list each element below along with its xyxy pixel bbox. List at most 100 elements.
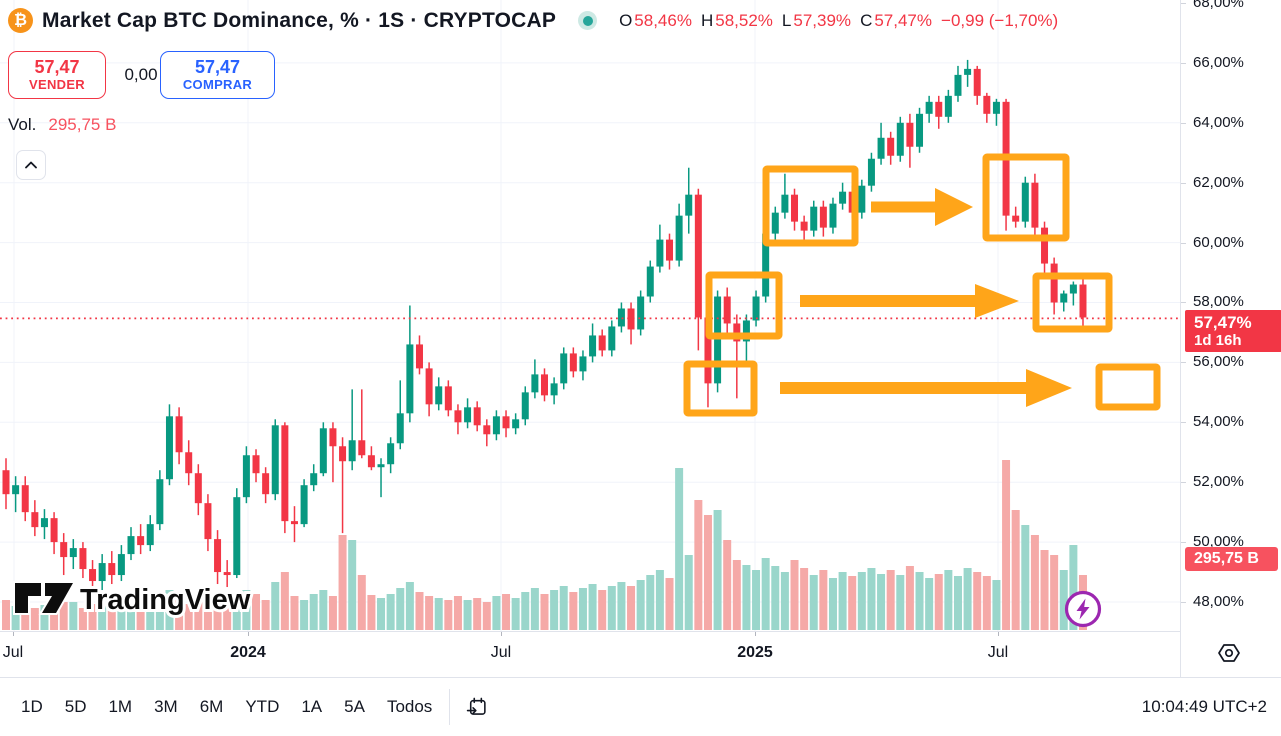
volume-bar	[175, 598, 184, 630]
volume-bar	[30, 608, 39, 630]
candle-body	[396, 413, 404, 444]
countdown-value: 1d 16h	[1194, 332, 1242, 350]
volume-bar	[559, 586, 568, 630]
volume-bar	[578, 588, 587, 630]
clock-display[interactable]: 10:04:49 UTC+2	[1141, 697, 1267, 716]
candle-body	[415, 344, 423, 369]
candle-body	[464, 407, 472, 423]
toolbar-divider	[449, 689, 451, 725]
range-button-5d[interactable]: 5D	[54, 691, 98, 723]
axis-settings-icon[interactable]	[1216, 640, 1242, 666]
range-button-todos[interactable]: Todos	[376, 691, 443, 723]
buy-button[interactable]: 57,47 COMPRAR	[160, 51, 275, 99]
range-button-6m[interactable]: 6M	[189, 691, 235, 723]
candle-body	[454, 410, 462, 423]
range-button-1d[interactable]: 1D	[10, 691, 54, 723]
volume-bar	[290, 596, 299, 630]
volume-bar	[213, 594, 222, 630]
candlestick-chart[interactable]	[0, 0, 1180, 631]
ohlc-values: O 58,46% H 58,52% L 57,39% C 57,47% −0,99 (−…	[619, 11, 1058, 31]
candle-body	[925, 101, 933, 114]
price-axis-tick	[1181, 243, 1186, 244]
annotation-box-6[interactable]	[1095, 363, 1161, 411]
flash-boost-icon[interactable]	[1063, 589, 1103, 634]
candle-body	[896, 122, 904, 156]
annotation-box-3[interactable]	[705, 271, 783, 340]
candle-body	[877, 137, 885, 159]
sell-button[interactable]: 57,47 VENDER	[8, 51, 106, 99]
candle-body	[906, 122, 914, 147]
collapse-panel-button[interactable]	[16, 150, 46, 180]
date-range-buttons: 1D 5D 1M 3M 6M YTD 1A 5A Todos	[10, 691, 443, 723]
range-button-5a[interactable]: 5A	[333, 691, 376, 723]
calendar-icon	[467, 697, 486, 715]
annotation-box-2[interactable]	[982, 153, 1070, 242]
candle-body	[223, 572, 231, 576]
candle-body	[733, 323, 741, 342]
range-button-3m[interactable]: 3M	[143, 691, 189, 723]
market-status-icon[interactable]	[578, 11, 598, 30]
tradingview-logo[interactable]: TradingView	[12, 576, 282, 625]
volume-bar	[473, 598, 482, 630]
price-axis[interactable]: 68,00% 66,00% 64,00% 62,00% 60,00% 58,00% 56,0…	[1180, 0, 1281, 677]
candle-body	[771, 212, 779, 234]
symbol-title-row[interactable]: ₿ Market Cap BTC Dominance, % · 1S · CRY…	[8, 8, 1058, 33]
candle-body	[617, 308, 625, 327]
annotation-arrow-1[interactable]	[871, 188, 973, 226]
candle-body	[569, 353, 577, 372]
volume-bar	[444, 600, 453, 630]
volume-bar	[425, 596, 434, 630]
volume-bar	[800, 568, 809, 630]
tradingview-logo-mark	[13, 581, 77, 615]
annotation-box-1[interactable]	[762, 165, 859, 247]
price-axis-label: 56,00%	[1193, 353, 1244, 370]
range-button-1m[interactable]: 1M	[97, 691, 143, 723]
annotation-box-4[interactable]	[1032, 272, 1113, 333]
candle-body	[540, 374, 548, 396]
candle-body	[521, 392, 529, 420]
volume-bar	[886, 570, 895, 630]
spread-value: 0,00	[124, 65, 158, 84]
candle-body	[781, 194, 789, 213]
candle-body	[358, 440, 366, 456]
candle-body	[98, 563, 106, 582]
volume-bar	[828, 578, 837, 630]
change-value: −0,99 (−1,70%)	[941, 10, 1059, 30]
price-axis-tick	[1181, 602, 1186, 603]
candle-body	[425, 368, 433, 405]
annotation-box-5[interactable]	[683, 360, 758, 417]
volume-indicator: Vol. 295,75 B	[8, 115, 116, 135]
price-axis-tick	[1181, 3, 1186, 4]
range-button-ytd[interactable]: YTD	[234, 691, 290, 723]
chevron-up-icon	[25, 161, 37, 169]
candle-body	[704, 317, 712, 384]
price-axis-label: 62,00%	[1193, 174, 1244, 191]
volume-bar	[1069, 545, 1078, 630]
volume-bar	[1021, 525, 1030, 630]
candle-body	[310, 473, 318, 486]
annotation-arrow-3[interactable]	[780, 369, 1072, 407]
candle-body	[406, 344, 414, 414]
candle-body	[1021, 182, 1029, 222]
volume-bar	[223, 602, 232, 630]
candle-body	[233, 497, 241, 576]
volume-bar	[2, 600, 10, 630]
volume-bar	[59, 602, 68, 630]
go-to-date-button[interactable]	[460, 690, 494, 724]
volume-bar	[915, 572, 924, 630]
candle-body	[156, 479, 164, 525]
volume-bar	[107, 610, 116, 630]
time-axis[interactable]: Jul 2024 Jul 2025 Jul	[0, 631, 1180, 678]
candle-body	[12, 485, 20, 495]
range-button-1a[interactable]: 1A	[290, 691, 333, 723]
symbol-title[interactable]: Market Cap BTC Dominance, % · 1S · CRYPT…	[42, 8, 557, 32]
volume-bar	[271, 582, 280, 630]
candle-body	[887, 137, 895, 156]
candle-body	[1031, 182, 1039, 228]
candle-body	[194, 473, 202, 504]
annotation-arrow-2[interactable]	[800, 284, 1019, 318]
candle-body	[2, 470, 10, 495]
candle-body	[290, 521, 298, 525]
volume-bar	[732, 560, 741, 630]
current-price-tag: 57,47% 1d 16h	[1185, 310, 1281, 352]
